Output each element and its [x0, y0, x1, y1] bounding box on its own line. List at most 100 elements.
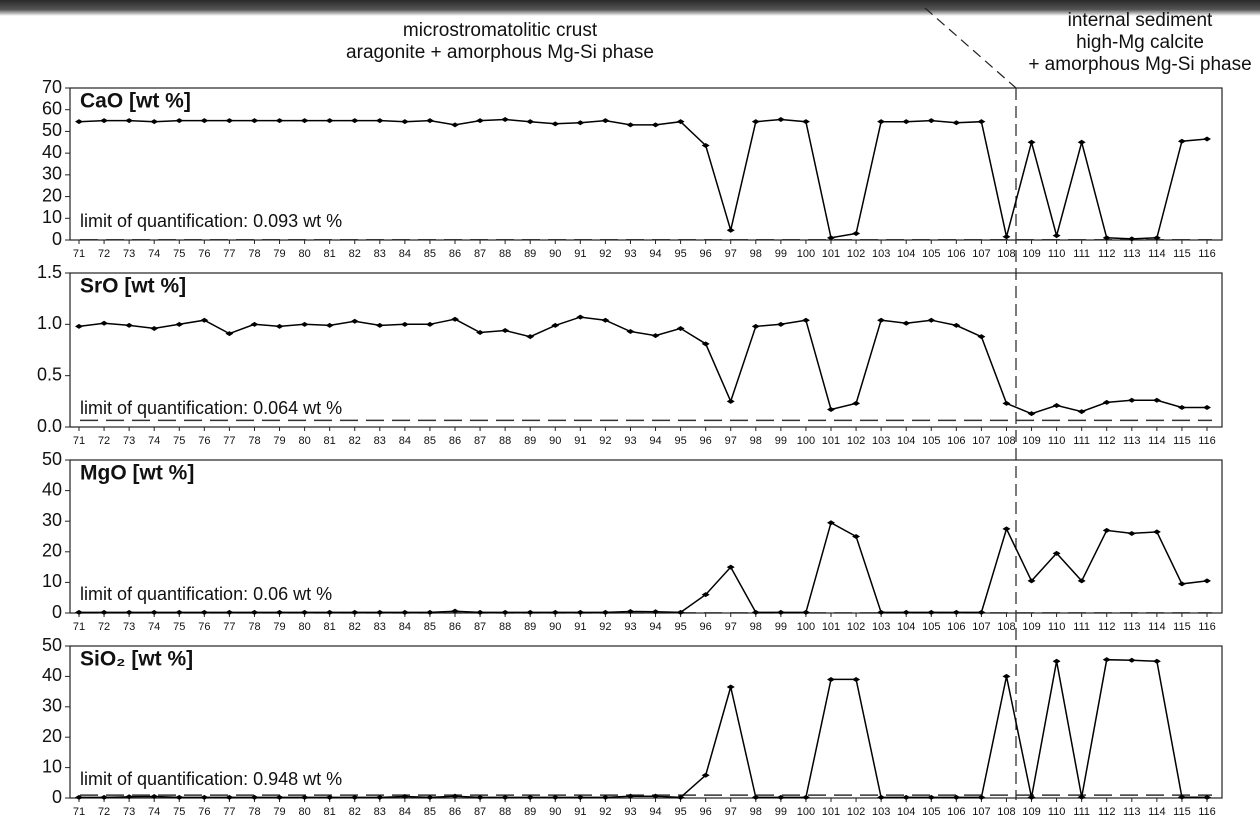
x-tick-label: 96 — [700, 806, 712, 818]
x-tick-label: 98 — [750, 435, 762, 447]
data-point — [551, 610, 559, 615]
data-point — [225, 118, 233, 123]
x-tick-label: 76 — [198, 621, 210, 633]
x-tick-label: 77 — [223, 435, 235, 447]
x-tick-label: 113 — [1123, 248, 1141, 260]
x-tick-label: 113 — [1123, 621, 1141, 633]
data-point — [727, 228, 735, 233]
chart: microstromatolitic crust aragonite + amo… — [0, 0, 1260, 826]
data-point — [727, 685, 735, 690]
data-point — [125, 610, 133, 615]
data-point — [777, 610, 785, 615]
x-tick-label: 72 — [98, 248, 110, 260]
data-point — [927, 318, 935, 323]
data-point — [200, 610, 208, 615]
x-tick-label: 78 — [248, 621, 260, 633]
x-tick-label: 116 — [1198, 435, 1216, 447]
data-point — [601, 118, 609, 123]
x-tick-label: 110 — [1048, 806, 1066, 818]
x-tick-label: 79 — [273, 248, 285, 260]
y-tick-label: 30 — [42, 510, 62, 530]
data-point — [426, 610, 434, 615]
data-point — [877, 610, 885, 615]
data-point — [551, 121, 559, 126]
x-tick-label: 109 — [1022, 435, 1040, 447]
y-tick-label: 1.5 — [37, 262, 62, 282]
data-point — [1128, 531, 1136, 536]
data-point — [1002, 674, 1010, 679]
y-tick-label: 10 — [42, 207, 62, 227]
header-text: internal sediment — [1068, 10, 1213, 31]
data-point — [476, 610, 484, 615]
data-point — [827, 677, 835, 682]
data-point — [501, 328, 509, 333]
x-tick-label: 96 — [700, 248, 712, 260]
data-point — [727, 565, 735, 570]
x-tick-label: 83 — [374, 248, 386, 260]
x-tick-label: 107 — [972, 248, 990, 260]
data-point — [902, 119, 910, 124]
data-point — [1053, 233, 1061, 238]
x-tick-label: 93 — [624, 621, 636, 633]
x-tick-label: 86 — [449, 248, 461, 260]
x-tick-label: 85 — [424, 806, 436, 818]
data-point — [777, 117, 785, 122]
data-point — [827, 407, 835, 412]
data-point — [576, 315, 584, 320]
y-tick-label: 40 — [42, 665, 62, 685]
x-tick-label: 116 — [1198, 806, 1216, 818]
header-text: high-Mg calcite — [1076, 32, 1204, 53]
y-tick-label: 10 — [42, 571, 62, 591]
data-point — [276, 118, 284, 123]
data-point — [150, 326, 158, 331]
x-tick-label: 108 — [997, 621, 1015, 633]
data-point — [376, 118, 384, 123]
data-point — [250, 118, 258, 123]
x-tick-label: 75 — [173, 248, 185, 260]
page: microstromatolitic crust aragonite + amo… — [0, 0, 1260, 826]
x-tick-label: 109 — [1022, 621, 1040, 633]
data-point — [1002, 526, 1010, 531]
x-tick-label: 84 — [399, 621, 411, 633]
data-point — [301, 322, 309, 327]
x-tick-label: 114 — [1148, 806, 1166, 818]
x-tick-label: 76 — [198, 435, 210, 447]
x-tick-label: 100 — [797, 621, 815, 633]
data-point — [1128, 398, 1136, 403]
x-tick-label: 89 — [524, 435, 536, 447]
x-tick-label: 116 — [1198, 248, 1216, 260]
x-tick-label: 77 — [223, 621, 235, 633]
y-tick-label: 40 — [42, 142, 62, 162]
data-point — [276, 324, 284, 329]
x-tick-label: 106 — [947, 248, 965, 260]
data-point — [601, 610, 609, 615]
data-point — [877, 119, 885, 124]
x-tick-label: 89 — [524, 621, 536, 633]
x-tick-label: 106 — [947, 806, 965, 818]
data-point — [1103, 657, 1111, 662]
x-tick-label: 92 — [599, 806, 611, 818]
x-tick-label: 84 — [399, 248, 411, 260]
data-point — [125, 323, 133, 328]
x-tick-label: 104 — [897, 248, 915, 260]
data-point — [250, 610, 258, 615]
x-tick-label: 80 — [298, 806, 310, 818]
x-tick-label: 103 — [872, 248, 890, 260]
data-point — [100, 118, 108, 123]
pointer-line — [925, 8, 1016, 88]
x-tick-label: 79 — [273, 806, 285, 818]
data-point — [1203, 405, 1211, 410]
data-point — [501, 117, 509, 122]
x-tick-label: 103 — [872, 435, 890, 447]
panel-title: CaO [wt %] — [80, 90, 191, 113]
y-tick-label: 10 — [42, 756, 62, 776]
data-point — [1078, 140, 1086, 145]
x-tick-label: 115 — [1173, 248, 1191, 260]
x-tick-label: 85 — [424, 248, 436, 260]
x-tick-label: 115 — [1173, 806, 1191, 818]
x-tick-label: 111 — [1073, 621, 1090, 633]
x-tick-label: 114 — [1148, 248, 1166, 260]
data-point — [301, 118, 309, 123]
y-tick-label: 30 — [42, 164, 62, 184]
x-tick-label: 104 — [897, 806, 915, 818]
